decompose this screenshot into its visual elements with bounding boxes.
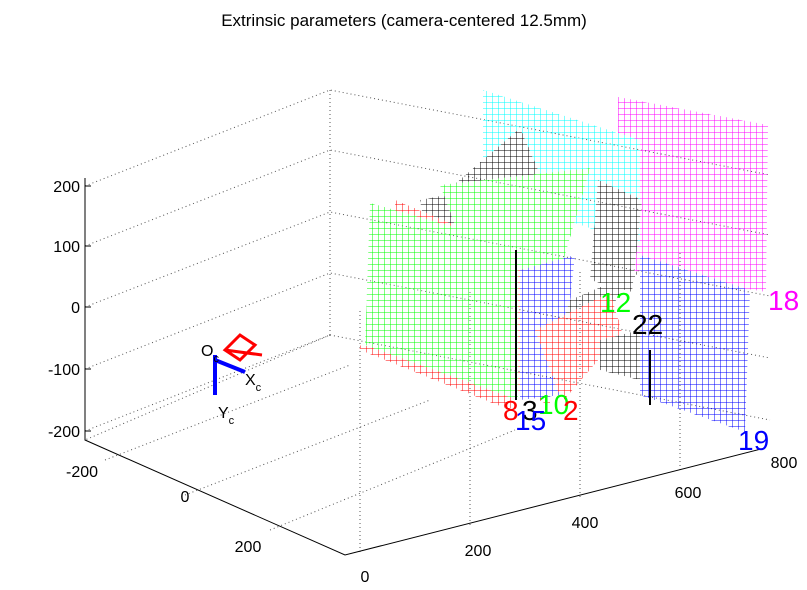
camera-label: Oc [201, 343, 219, 365]
y-tick-label: 0 [361, 569, 370, 586]
z-tick-label: 100 [53, 239, 80, 256]
camera: Oc Xc Yc [201, 335, 262, 427]
camera-axis: Y [218, 405, 229, 422]
z-tick-label: -200 [48, 424, 80, 441]
x-tick-label: 0 [181, 489, 190, 506]
z-tick-label: 0 [71, 300, 80, 317]
chart: Extrinsic parameters (camera-centered 12… [0, 0, 807, 590]
board-label: 2 [563, 395, 579, 426]
camera-sub: c [256, 382, 262, 394]
y-tick-label: 200 [465, 543, 492, 560]
z-tick-label: 200 [53, 179, 80, 196]
x-tick-label: -200 [66, 464, 98, 481]
camera-sub: c [213, 353, 219, 365]
camera-axis: X [245, 372, 256, 389]
camera-axis: O [201, 343, 213, 360]
z-tick-label: -100 [48, 362, 80, 379]
camera-label: Xc [245, 372, 262, 394]
chart-title: Extrinsic parameters (camera-centered 12… [221, 11, 587, 30]
boards [355, 90, 768, 432]
board-label: 15 [515, 405, 546, 436]
board-label: 18 [768, 285, 799, 316]
board-label: 12 [600, 287, 631, 318]
camera-label: Yc [218, 405, 235, 427]
y-tick-label: 600 [675, 485, 702, 502]
board-label: 22 [632, 309, 663, 340]
board-label: 19 [738, 425, 769, 456]
y-tick-label: 400 [572, 515, 599, 532]
camera-sub: c [229, 415, 235, 427]
x-tick-label: 200 [235, 539, 262, 556]
y-tick-label: 800 [771, 455, 798, 472]
